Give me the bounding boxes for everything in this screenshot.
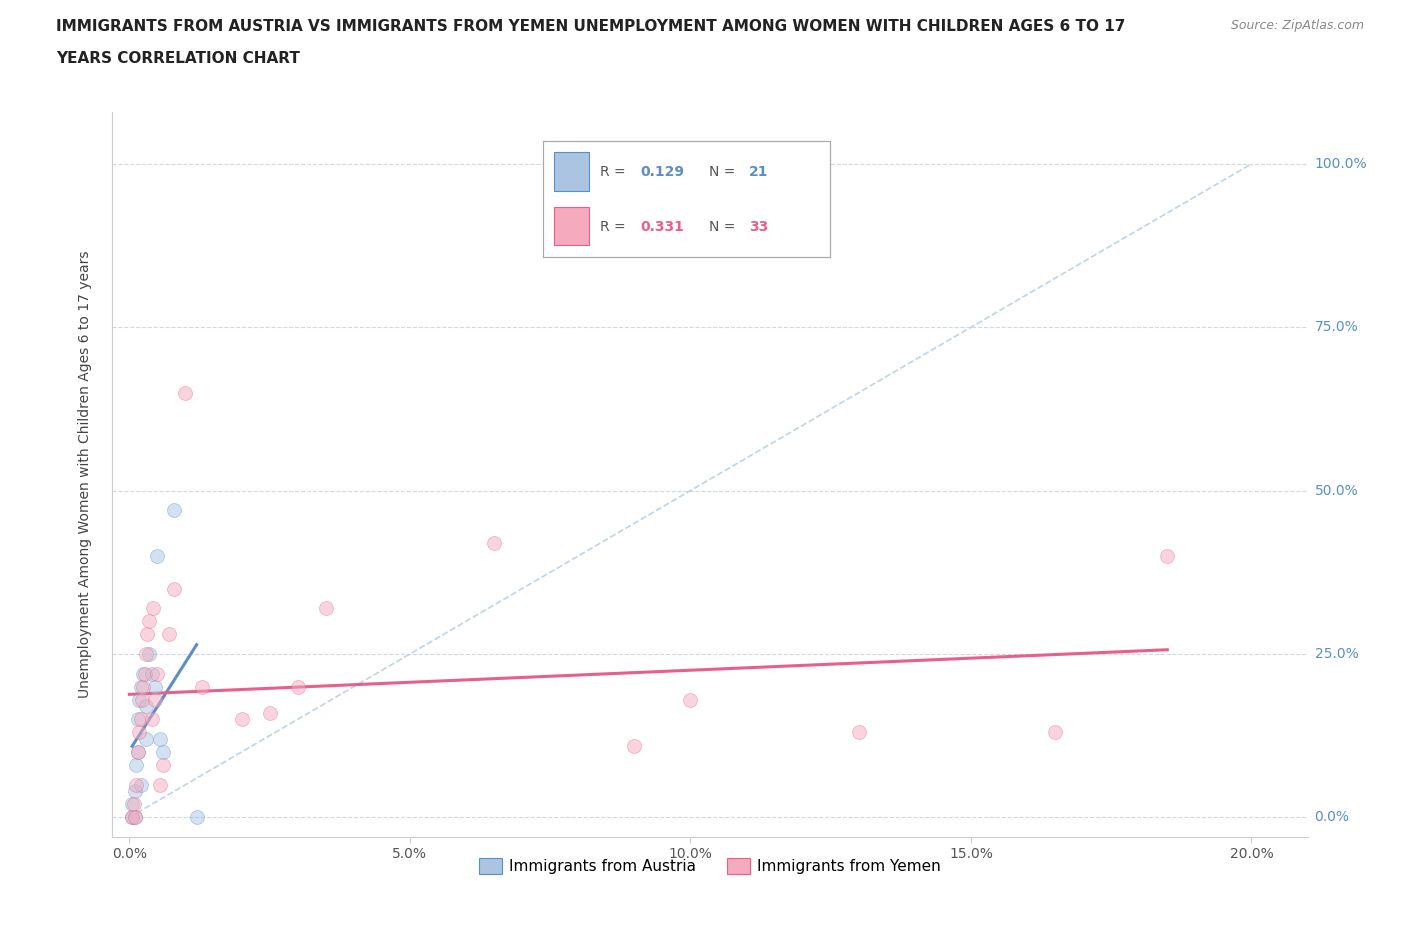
Point <box>191 679 214 694</box>
Point <box>163 503 186 518</box>
Point <box>128 725 150 740</box>
Point <box>848 725 870 740</box>
Point <box>149 777 172 792</box>
Point <box>135 646 157 661</box>
Text: IMMIGRANTS FROM AUSTRIA VS IMMIGRANTS FROM YEMEN UNEMPLOYMENT AMONG WOMEN WITH C: IMMIGRANTS FROM AUSTRIA VS IMMIGRANTS FR… <box>56 19 1126 33</box>
Point <box>287 679 309 694</box>
Point <box>129 712 152 727</box>
Point <box>138 614 160 629</box>
Point <box>259 705 281 720</box>
Point <box>146 549 169 564</box>
Legend: Immigrants from Austria, Immigrants from Yemen: Immigrants from Austria, Immigrants from… <box>472 852 948 880</box>
Point <box>125 777 148 792</box>
Point <box>125 758 148 773</box>
Point <box>122 797 145 812</box>
Point <box>623 738 645 753</box>
Point <box>127 712 149 727</box>
Point <box>315 601 337 616</box>
Point <box>143 679 166 694</box>
Point <box>482 536 505 551</box>
Point <box>124 810 146 825</box>
Point <box>163 581 186 596</box>
Point <box>124 784 146 799</box>
Point <box>132 666 155 681</box>
Text: 50.0%: 50.0% <box>1315 484 1358 498</box>
Text: YEARS CORRELATION CHART: YEARS CORRELATION CHART <box>56 51 299 66</box>
Point <box>186 810 208 825</box>
Point <box>149 732 172 747</box>
Point <box>132 679 155 694</box>
Point <box>131 692 153 707</box>
Point <box>231 712 253 727</box>
Point <box>152 745 174 760</box>
Point <box>128 692 150 707</box>
Point <box>135 732 157 747</box>
Point <box>136 627 159 642</box>
Point <box>127 745 149 760</box>
Point <box>127 745 149 760</box>
Point <box>142 601 165 616</box>
Text: Source: ZipAtlas.com: Source: ZipAtlas.com <box>1230 19 1364 32</box>
Y-axis label: Unemployment Among Women with Children Ages 6 to 17 years: Unemployment Among Women with Children A… <box>77 250 91 698</box>
Point <box>141 712 163 727</box>
Point <box>146 666 169 681</box>
Point <box>121 810 143 825</box>
Point <box>138 646 160 661</box>
Point <box>134 666 156 681</box>
Point <box>129 777 152 792</box>
Text: 100.0%: 100.0% <box>1315 157 1367 171</box>
Point <box>124 810 146 825</box>
Point <box>121 797 143 812</box>
Point <box>121 810 143 825</box>
Point <box>679 692 702 707</box>
Point <box>152 758 174 773</box>
Point <box>174 385 197 400</box>
Point <box>1043 725 1066 740</box>
Text: 0.0%: 0.0% <box>1315 810 1350 824</box>
Text: 25.0%: 25.0% <box>1315 647 1358 661</box>
Text: 75.0%: 75.0% <box>1315 320 1358 334</box>
Point <box>157 627 180 642</box>
Point <box>129 679 152 694</box>
Point <box>135 698 157 713</box>
Point <box>1156 549 1178 564</box>
Point <box>143 692 166 707</box>
Point <box>141 666 163 681</box>
